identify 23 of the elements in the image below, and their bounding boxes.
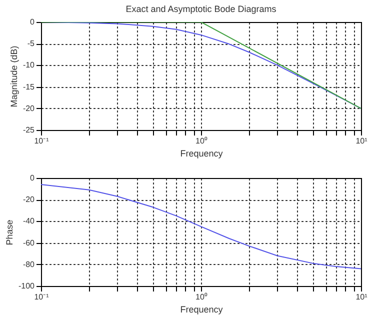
y-tick-label: 0 [30,18,36,26]
y-tick-label: -15 [22,82,36,92]
chart-title: Exact and Asymptotic Bode Diagrams [126,4,277,14]
y-axis-title: Phase [4,220,14,246]
y-tick-label: -20 [22,195,36,204]
y-tick-label: -100 [18,282,36,290]
x-axis-title: Frequency [180,304,224,314]
y-tick-label: 0 [30,174,36,182]
y-tick-label: -40 [22,216,36,226]
x-tick-label: 10¹ [356,292,368,302]
x-tick-label: 10⁰ [196,292,208,302]
y-tick-label: -5 [27,39,36,48]
y-tick-label: -10 [22,60,36,70]
y-tick-label: -80 [22,260,36,269]
x-tick-label: 10⁰ [196,136,208,146]
y-axis-title: Magnitude (dB) [8,46,19,108]
x-axis-title: Frequency [180,148,224,158]
x-tick-label: 10⁻¹ [34,136,50,146]
y-tick-label: -20 [22,104,36,113]
y-tick-label: -60 [22,238,36,248]
y-tick-label: -25 [22,126,36,134]
x-tick-label: 10¹ [356,136,368,146]
x-tick-label: 10⁻¹ [34,292,50,302]
